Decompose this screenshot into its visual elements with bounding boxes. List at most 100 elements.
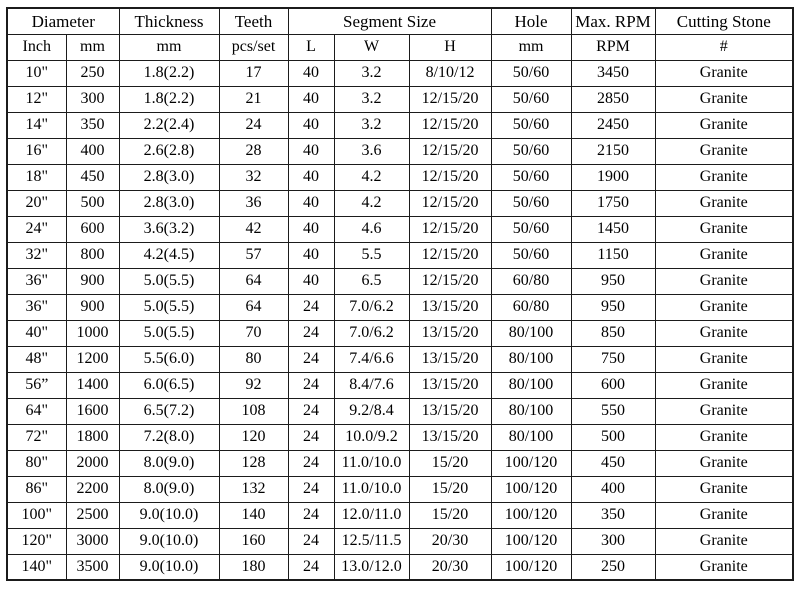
table-cell: 3.2 xyxy=(333,111,410,139)
table-cell: 40 xyxy=(287,59,335,87)
table-cell: 64" xyxy=(6,397,67,425)
column-group-header: Hole xyxy=(490,7,572,35)
table-row: 24" 600 3.6(3.2) 42 40 4.6 12/15/20 50/60 1450 Gr… xyxy=(6,215,794,243)
table-cell: Granite xyxy=(654,501,794,529)
table-cell: 2.2(2.4) xyxy=(118,111,220,139)
table-cell: Granite xyxy=(654,215,794,243)
table-cell: 48" xyxy=(6,345,67,373)
table-cell: 120" xyxy=(6,527,67,555)
table-cell: 80/100 xyxy=(490,397,572,425)
table-row: 18" 450 2.8(3.0) 32 40 4.2 12/15/20 50/60 1900 Gr… xyxy=(6,163,794,191)
table-cell: 56” xyxy=(6,371,67,399)
table-cell: 2850 xyxy=(570,85,656,113)
table-cell: 8.0(9.0) xyxy=(118,475,220,503)
table-cell: 4.2 xyxy=(333,189,410,217)
table-cell: 2200 xyxy=(65,475,120,503)
table-cell: 50/60 xyxy=(490,59,572,87)
table-cell: 86" xyxy=(6,475,67,503)
table-cell: Granite xyxy=(654,241,794,269)
table-cell: 8/10/12 xyxy=(408,59,492,87)
table-cell: 7.0/6.2 xyxy=(333,319,410,347)
table-cell: Granite xyxy=(654,553,794,581)
table-cell: 12/15/20 xyxy=(408,215,492,243)
table-cell: 92 xyxy=(218,371,289,399)
table-cell: 1200 xyxy=(65,345,120,373)
table-cell: 12/15/20 xyxy=(408,85,492,113)
table-cell: 140" xyxy=(6,553,67,581)
table-row: 20" 500 2.8(3.0) 36 40 4.2 12/15/20 50/60 1750 Gr… xyxy=(6,189,794,217)
table-cell: 2.8(3.0) xyxy=(118,189,220,217)
table-cell: 2150 xyxy=(570,137,656,165)
table-cell: 15/20 xyxy=(408,501,492,529)
table-cell: 24 xyxy=(287,397,335,425)
column-subheader: RPM xyxy=(570,33,656,61)
table-cell: 24 xyxy=(287,527,335,555)
table-cell: 100/120 xyxy=(490,527,572,555)
table-cell: 300 xyxy=(570,527,656,555)
table-cell: 15/20 xyxy=(408,449,492,477)
table-cell: 20/30 xyxy=(408,527,492,555)
table-cell: 7.4/6.6 xyxy=(333,345,410,373)
table-cell: 4.6 xyxy=(333,215,410,243)
table-cell: 24 xyxy=(287,319,335,347)
table-row: 100" 2500 9.0(10.0) 140 24 12.0/11.0 15/20 100/… xyxy=(6,501,794,529)
table-cell: 40 xyxy=(287,241,335,269)
table-cell: 140 xyxy=(218,501,289,529)
table-cell: 50/60 xyxy=(490,163,572,191)
table-cell: Granite xyxy=(654,85,794,113)
table-cell: 250 xyxy=(65,59,120,87)
table-cell: Granite xyxy=(654,449,794,477)
table-cell: 24 xyxy=(287,371,335,399)
table-cell: 250 xyxy=(570,553,656,581)
table-cell: 9.2/8.4 xyxy=(333,397,410,425)
table-cell: 13/15/20 xyxy=(408,371,492,399)
table-cell: 40 xyxy=(287,215,335,243)
table-cell: 32 xyxy=(218,163,289,191)
table-cell: Granite xyxy=(654,111,794,139)
table-cell: 5.0(5.5) xyxy=(118,319,220,347)
table-cell: 18" xyxy=(6,163,67,191)
table-cell: Granite xyxy=(654,397,794,425)
table-cell: 8.4/7.6 xyxy=(333,371,410,399)
table-cell: 1150 xyxy=(570,241,656,269)
table-cell: 80/100 xyxy=(490,371,572,399)
column-subheader: Inch xyxy=(6,33,67,61)
table-cell: 800 xyxy=(65,241,120,269)
table-cell: 1000 xyxy=(65,319,120,347)
table-cell: 24" xyxy=(6,215,67,243)
table-row: 12" 300 1.8(2.2) 21 40 3.2 12/15/20 50/60 2850 Gr… xyxy=(6,85,794,113)
table-cell: 600 xyxy=(65,215,120,243)
table-cell: 24 xyxy=(218,111,289,139)
table-cell: 9.0(10.0) xyxy=(118,527,220,555)
table-cell: 13/15/20 xyxy=(408,397,492,425)
table-row: 32" 800 4.2(4.5) 57 40 5.5 12/15/20 50/60 1150 Gr… xyxy=(6,241,794,269)
table-cell: 50/60 xyxy=(490,189,572,217)
table-cell: 14" xyxy=(6,111,67,139)
table-cell: 7.2(8.0) xyxy=(118,423,220,451)
table-cell: Granite xyxy=(654,319,794,347)
table-cell: 32" xyxy=(6,241,67,269)
table-cell: 10.0/9.2 xyxy=(333,423,410,451)
table-cell: 17 xyxy=(218,59,289,87)
table-cell: 100/120 xyxy=(490,553,572,581)
column-group-header: Diameter xyxy=(6,7,120,35)
table-cell: 42 xyxy=(218,215,289,243)
table-cell: 13/15/20 xyxy=(408,345,492,373)
table-cell: 40 xyxy=(287,137,335,165)
table-cell: 7.0/6.2 xyxy=(333,293,410,321)
table-cell: 6.5(7.2) xyxy=(118,397,220,425)
table-row: 10" 250 1.8(2.2) 17 40 3.2 8/10/12 50/60 3450 Gra… xyxy=(6,59,794,87)
table-cell: 80" xyxy=(6,449,67,477)
table-cell: 36" xyxy=(6,267,67,295)
table-cell: 5.5(6.0) xyxy=(118,345,220,373)
table-cell: 100/120 xyxy=(490,501,572,529)
table-cell: 450 xyxy=(65,163,120,191)
table-cell: 900 xyxy=(65,267,120,295)
table-cell: 3.2 xyxy=(333,85,410,113)
spec-table-head: Diameter Thickness Teeth Segment Size Hole Ma… xyxy=(6,7,794,61)
table-cell: Granite xyxy=(654,163,794,191)
table-row: 48" 1200 5.5(6.0) 80 24 7.4/6.6 13/15/20 80/100… xyxy=(6,345,794,373)
table-cell: 40 xyxy=(287,267,335,295)
table-cell: 50/60 xyxy=(490,215,572,243)
table-cell: 400 xyxy=(570,475,656,503)
